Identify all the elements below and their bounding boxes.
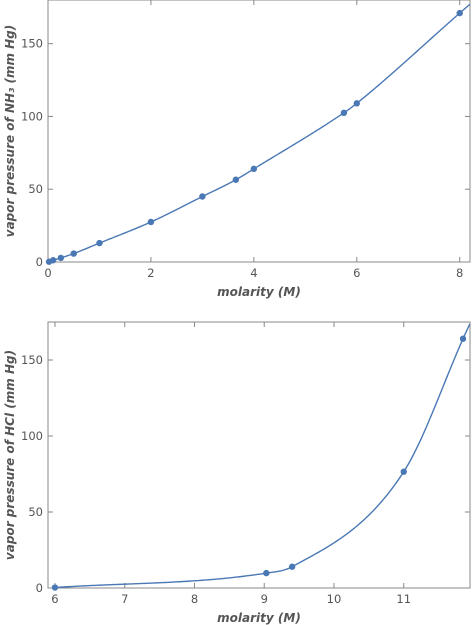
plot-frame [47, 0, 471, 263]
y-tick-label: 150 [21, 353, 43, 367]
x-tick-label: 6 [51, 592, 58, 606]
hcl-vapor-pressure-chart: 6 7 8 9 10 11 0 50 100 150 molarity (M) vapor press… [3, 321, 471, 625]
data-point [51, 584, 59, 591]
y-tick-label: 0 [36, 581, 43, 595]
x-tick-label: 10 [327, 592, 342, 606]
x-tick-label: 11 [396, 592, 411, 606]
y-tick-label: 100 [21, 429, 43, 443]
data-point [250, 165, 258, 173]
data-point [199, 193, 206, 200]
y-tick-label: 150 [21, 37, 43, 51]
x-tick-label: 2 [147, 266, 154, 280]
data-point [70, 250, 77, 257]
data-point [459, 335, 467, 342]
data-point [57, 254, 65, 262]
x-tick-label: 4 [250, 266, 257, 280]
y-tick-label: 0 [36, 255, 43, 269]
x-tick-label: 0 [44, 266, 51, 280]
data-point [263, 569, 270, 577]
data-point [96, 239, 103, 247]
y-tick-label: 50 [28, 505, 43, 519]
data-point [49, 257, 57, 264]
x-tick-label: 7 [121, 592, 128, 606]
data-point [340, 109, 348, 117]
x-axis-label: molarity (M) [217, 285, 301, 299]
plot-frame [47, 321, 471, 589]
fit-curve [54, 323, 470, 588]
data-point [456, 9, 463, 17]
x-tick-label: 8 [191, 592, 198, 606]
x-tick-label: 6 [353, 266, 360, 280]
data-point [232, 176, 240, 183]
y-tick-label: 50 [28, 182, 43, 196]
data-point [147, 218, 155, 226]
data-point [353, 100, 360, 107]
y-tick-label: 100 [21, 109, 43, 123]
y-axis-label: vapor pressure of HCl (mm Hg) [3, 350, 17, 560]
y-axis-label: vapor pressure of NH₃ (mm Hg) [3, 25, 17, 238]
nh3-vapor-pressure-chart: 0 2 4 6 8 0 50 100 150 molarity (M) vapor pressure… [3, 0, 471, 299]
fit-curve [48, 3, 470, 262]
x-tick-label: 9 [261, 592, 268, 606]
x-tick-label: 8 [456, 266, 463, 280]
data-point [400, 468, 407, 475]
x-axis-label: molarity (M) [217, 611, 301, 625]
data-point [288, 563, 296, 570]
